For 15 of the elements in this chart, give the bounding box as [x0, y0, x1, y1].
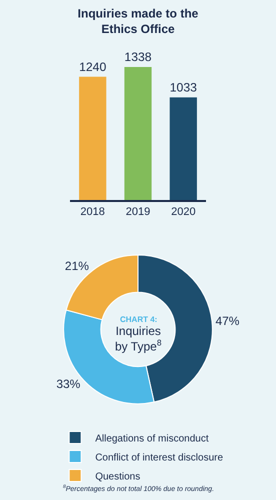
data-label: 47% — [215, 314, 240, 328]
chart-title: Inquiries made to the Ethics Office — [78, 6, 199, 36]
legend-label: Questions — [95, 471, 140, 482]
data-label: 33% — [56, 377, 81, 392]
data-label: 1240 — [79, 60, 106, 74]
x-tick-label: 2019 — [126, 206, 150, 218]
text: CHART 4: — [120, 315, 158, 324]
data-label: 21% — [64, 258, 90, 273]
data-label: 1338 — [124, 50, 152, 64]
x-tick-label: 2018 — [80, 206, 105, 218]
legend-label: Allegations of misconduct — [95, 433, 209, 444]
text: Inquiries by Type$^{8}$ — [115, 324, 162, 354]
data-label: 1033 — [170, 80, 198, 94]
legend-label: Conflict of interest disclosure — [95, 452, 224, 464]
x-tick-label: 2020 — [171, 206, 196, 218]
